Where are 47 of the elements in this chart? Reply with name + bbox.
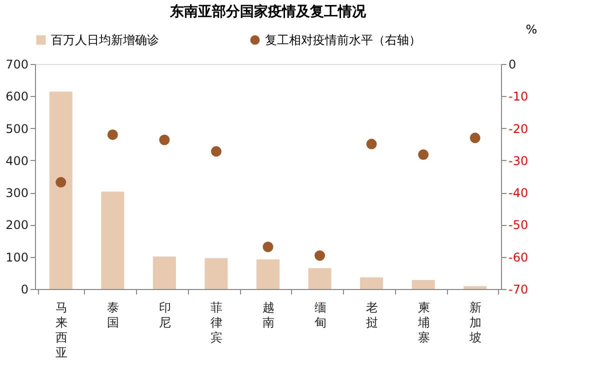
- bar: [308, 268, 332, 289]
- y-tick-label: 200: [6, 218, 28, 232]
- point: [262, 242, 274, 252]
- x-tick-label: 印尼: [158, 300, 171, 330]
- bar: [204, 258, 228, 289]
- point: [418, 149, 429, 160]
- x-tick-label: 泰国: [107, 300, 120, 330]
- y2-tick-label: -40: [508, 186, 528, 200]
- y-tick-label: 0: [20, 282, 28, 296]
- point: [314, 250, 326, 261]
- y2-axis-title: %: [526, 22, 538, 36]
- x-tick-label: 新加坡: [468, 300, 482, 344]
- y2-tick-label: -70: [508, 282, 528, 296]
- point: [210, 146, 222, 157]
- y-tick-label: 600: [6, 90, 28, 104]
- x-tick-label: 柬埔寨: [416, 300, 430, 344]
- point: [470, 132, 480, 144]
- y2-tick-label: -20: [508, 122, 528, 136]
- bar: [101, 192, 124, 289]
- bar: [49, 92, 72, 289]
- bar: [256, 259, 280, 289]
- point: [159, 134, 170, 146]
- y2-tick-label: -30: [508, 154, 528, 168]
- legend-label: 复工相对疫情前水平（右轴）: [265, 33, 421, 47]
- point: [366, 138, 377, 150]
- point: [107, 129, 118, 140]
- y2-tick-label: -50: [508, 218, 528, 232]
- x-tick-label: 马来西亚: [55, 300, 68, 360]
- x-tick-label: 菲律宾: [210, 300, 223, 344]
- y-tick-label: 500: [6, 122, 28, 136]
- bar: [464, 286, 487, 289]
- bar: [152, 256, 176, 289]
- x-tick-label: 越南: [262, 300, 274, 330]
- bar: [360, 277, 384, 289]
- y2-tick-label: -60: [508, 250, 528, 264]
- y2-tick-label: -10: [508, 90, 528, 104]
- x-tick-label: 老挝: [366, 300, 378, 330]
- legend-label: 百万人日均新增确诊: [51, 33, 159, 47]
- point: [56, 177, 66, 188]
- y-tick-label: 100: [6, 250, 28, 264]
- x-tick-label: 缅甸: [314, 300, 326, 330]
- y-tick-label: 300: [6, 186, 28, 200]
- y-tick-label: 400: [6, 154, 28, 168]
- chart-title: 东南亚部分国家疫情及复工情况: [169, 3, 367, 20]
- y2-tick-label: 0: [508, 58, 516, 72]
- y-tick-label: 700: [6, 58, 28, 72]
- bar: [412, 280, 435, 289]
